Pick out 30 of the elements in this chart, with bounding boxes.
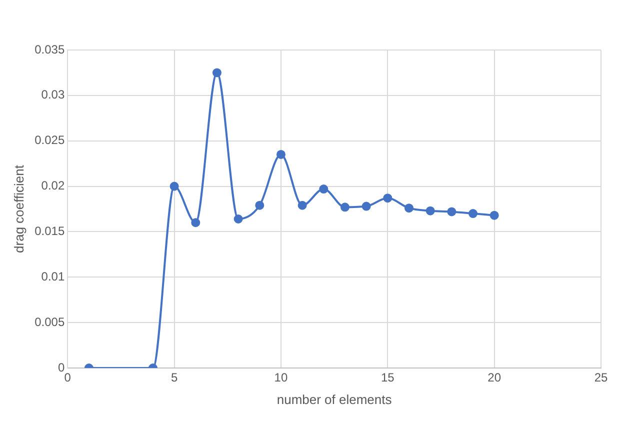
y-tick-label: 0.015	[34, 224, 65, 238]
y-tick-label: 0.025	[34, 133, 65, 148]
y-tick-label: 0.005	[34, 314, 65, 329]
point	[170, 182, 179, 191]
x-tick-label: 5	[170, 370, 178, 385]
point	[362, 202, 371, 211]
point	[234, 214, 243, 224]
point	[468, 209, 478, 218]
x-tick-label: 15	[380, 370, 395, 385]
point	[426, 206, 435, 216]
y-tick-label: 0	[58, 360, 65, 374]
point	[383, 194, 392, 203]
point	[490, 210, 499, 220]
point	[191, 218, 200, 228]
point	[404, 204, 414, 213]
y-tick-label: 0.01	[41, 269, 65, 284]
y-tick-label: 0.035	[34, 42, 65, 56]
point	[255, 200, 264, 210]
x-axis-title: number of elements	[276, 392, 392, 407]
point	[340, 202, 350, 212]
y-tick-label: 0.03	[41, 88, 65, 102]
point	[276, 150, 286, 159]
x-tick-label: 25	[594, 370, 608, 385]
point	[319, 184, 328, 194]
point	[447, 207, 456, 216]
point	[298, 200, 307, 210]
x-tick-label: 20	[488, 370, 502, 385]
x-tick-label: 10	[274, 370, 288, 385]
y-tick-label: 0.02	[41, 178, 65, 193]
y-axis-title: drag coefficient	[11, 164, 26, 253]
